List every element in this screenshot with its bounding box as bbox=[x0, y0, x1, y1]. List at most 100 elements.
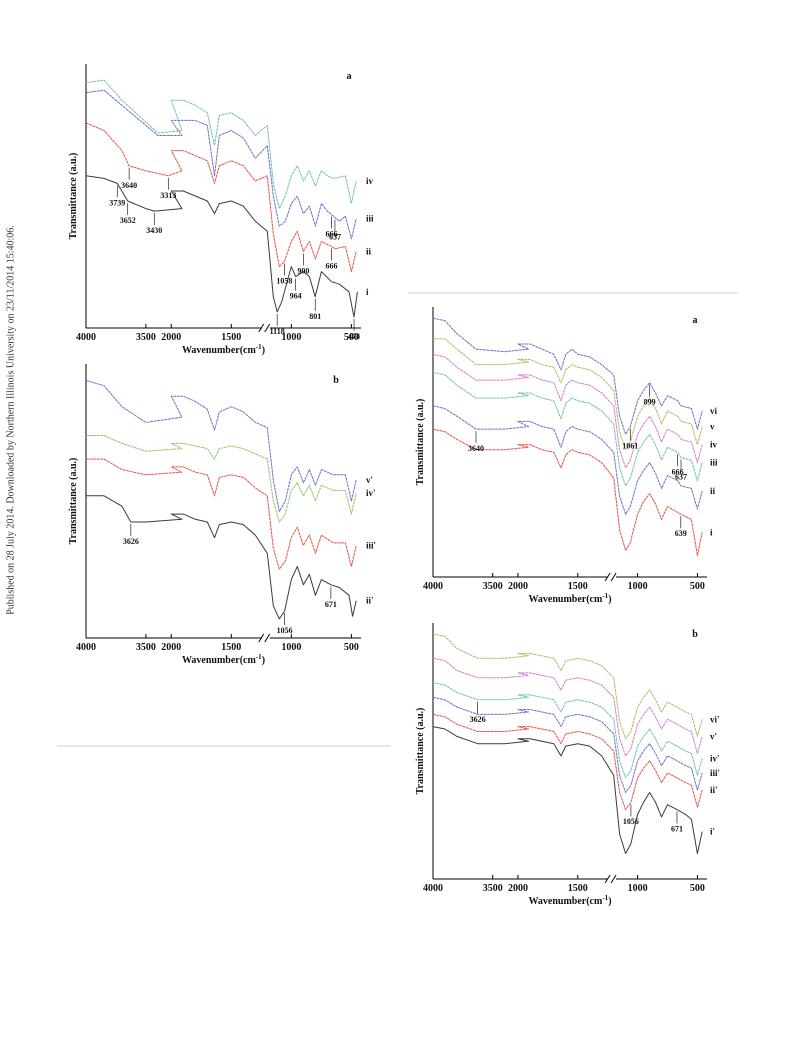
peak-annotation: 666 bbox=[325, 230, 337, 239]
series-label: iii' bbox=[366, 541, 376, 551]
series-label: iv bbox=[366, 176, 374, 186]
peak-annotation: 478 bbox=[348, 332, 360, 341]
panel-letter: a bbox=[693, 315, 698, 326]
series-line-iii bbox=[432, 371, 703, 487]
x-tick-label: 4000 bbox=[76, 332, 96, 343]
axis-break-mark bbox=[258, 633, 265, 643]
x-tick-label: 2000 bbox=[161, 642, 181, 653]
peak-annotation: 3626 bbox=[123, 537, 139, 546]
series-label: vi' bbox=[710, 714, 720, 724]
series-label: i' bbox=[710, 827, 715, 837]
series-line-i bbox=[85, 175, 358, 318]
peak-annotation: 637 bbox=[675, 472, 687, 481]
panel-letter: b bbox=[333, 375, 339, 386]
series-line-v' bbox=[85, 380, 357, 512]
series-line-vi' bbox=[432, 633, 703, 740]
peak-annotation: 3313 bbox=[160, 191, 176, 200]
axis-break-mark bbox=[264, 633, 271, 643]
series-label: i bbox=[710, 527, 713, 537]
axis-break-mark bbox=[610, 874, 617, 884]
series-line-iii bbox=[85, 89, 357, 240]
series-line-ii bbox=[432, 405, 703, 515]
chart-left-a: 4000 3500 2000 1500 1000 500 Wavenumber(cm-1) T… bbox=[68, 64, 374, 356]
x-axis-title: Wavenumber(cm-1) bbox=[528, 592, 611, 605]
series-label: iv' bbox=[710, 753, 720, 763]
x-tick-label: 3500 bbox=[483, 581, 503, 592]
series-line-v bbox=[433, 338, 703, 451]
x-tick-label: 4000 bbox=[423, 581, 443, 592]
x-axis-title: Wavenumber(cm-1) bbox=[182, 343, 265, 356]
series-line-iv' bbox=[86, 435, 357, 523]
axis-break-mark bbox=[258, 323, 265, 333]
chart-left-b: 4000 3500 2000 1500 1000 500 Wavenumber(cm-1) T… bbox=[68, 364, 376, 666]
x-tick-label: 2000 bbox=[508, 581, 528, 592]
peak-annotation: 3640 bbox=[468, 444, 484, 453]
panel-letter: a bbox=[347, 71, 352, 82]
axis-break-mark bbox=[604, 874, 611, 884]
x-tick-label: 4000 bbox=[76, 642, 96, 653]
axis-break-mark bbox=[604, 572, 611, 582]
peak-annotation: 639 bbox=[675, 529, 687, 538]
series-line-i bbox=[432, 428, 703, 556]
axis-break-mark bbox=[610, 572, 617, 582]
peak-annotation: 671 bbox=[671, 825, 683, 834]
chart-panels: 4000 3500 2000 1500 1000 500 Wavenumber(cm-1) T… bbox=[68, 64, 720, 907]
series-label: vi bbox=[710, 406, 718, 416]
peak-annotation: 3640 bbox=[121, 181, 137, 190]
peak-annotation: 666 bbox=[672, 467, 684, 476]
x-tick-label: 1000 bbox=[628, 883, 648, 894]
series-line-iv bbox=[432, 353, 703, 469]
series-label: iii bbox=[710, 458, 718, 468]
series-line-iv' bbox=[432, 682, 703, 779]
y-axis-title: Transmittance (a.u.) bbox=[415, 399, 426, 486]
x-axis-title: Wavenumber(cm-1) bbox=[528, 894, 611, 907]
x-tick-label: 1500 bbox=[568, 581, 588, 592]
series-line-v' bbox=[432, 657, 703, 757]
peak-annotation: 637 bbox=[329, 232, 341, 241]
y-axis-title: Transmittance (a.u.) bbox=[68, 458, 79, 545]
series-line-iv bbox=[85, 79, 357, 210]
series-line-i' bbox=[432, 726, 703, 854]
y-axis-title: Transmittance (a.u.) bbox=[415, 708, 426, 795]
peak-annotation: 1061 bbox=[622, 442, 638, 451]
series-label: ii bbox=[710, 486, 716, 496]
chart-right-b: 4000 3500 2000 1500 1000 500 Wavenumber(cm-1) T… bbox=[415, 623, 720, 907]
x-tick-label: 1500 bbox=[221, 332, 241, 343]
x-tick-label: 4000 bbox=[423, 883, 443, 894]
series-line-vi bbox=[432, 317, 703, 435]
peak-annotation: 899 bbox=[644, 398, 656, 407]
series-label: v' bbox=[710, 731, 717, 741]
peak-annotation: 964 bbox=[290, 292, 302, 301]
x-tick-label: 3500 bbox=[136, 332, 156, 343]
series-label: iv bbox=[710, 440, 718, 450]
x-tick-label: 1000 bbox=[281, 642, 301, 653]
x-tick-label: 2000 bbox=[508, 883, 528, 894]
y-axis-title: Transmittance (a.u.) bbox=[68, 153, 79, 240]
peak-annotation: 900 bbox=[297, 266, 309, 275]
x-tick-label: 3500 bbox=[483, 883, 503, 894]
series-line-iii' bbox=[86, 458, 357, 570]
x-tick-label: 500 bbox=[344, 332, 359, 343]
x-axis-title: Wavenumber(cm-1) bbox=[182, 653, 265, 666]
x-tick-label: 3500 bbox=[136, 642, 156, 653]
x-tick-label: 500 bbox=[690, 581, 705, 592]
x-tick-label: 2000 bbox=[161, 332, 181, 343]
series-label: ii bbox=[366, 246, 372, 256]
peak-annotation: 3652 bbox=[120, 216, 136, 225]
peak-annotation: 1056 bbox=[277, 626, 293, 635]
peak-annotation: 801 bbox=[309, 312, 321, 321]
series-label: ii' bbox=[710, 785, 718, 795]
series-label: iv' bbox=[366, 488, 376, 498]
series-line-ii bbox=[85, 122, 357, 273]
series-line-iii' bbox=[432, 696, 703, 793]
series-line-ii' bbox=[432, 713, 703, 811]
x-tick-label: 500 bbox=[690, 883, 705, 894]
peak-annotation: 671 bbox=[325, 600, 337, 609]
series-label: v bbox=[710, 422, 715, 432]
peak-annotation: 1056 bbox=[623, 817, 639, 826]
peak-annotation: 666 bbox=[325, 261, 337, 270]
panel-letter: b bbox=[692, 629, 698, 640]
series-line-ii' bbox=[86, 495, 357, 620]
series-label: v' bbox=[366, 475, 373, 485]
x-tick-label: 1000 bbox=[628, 581, 648, 592]
